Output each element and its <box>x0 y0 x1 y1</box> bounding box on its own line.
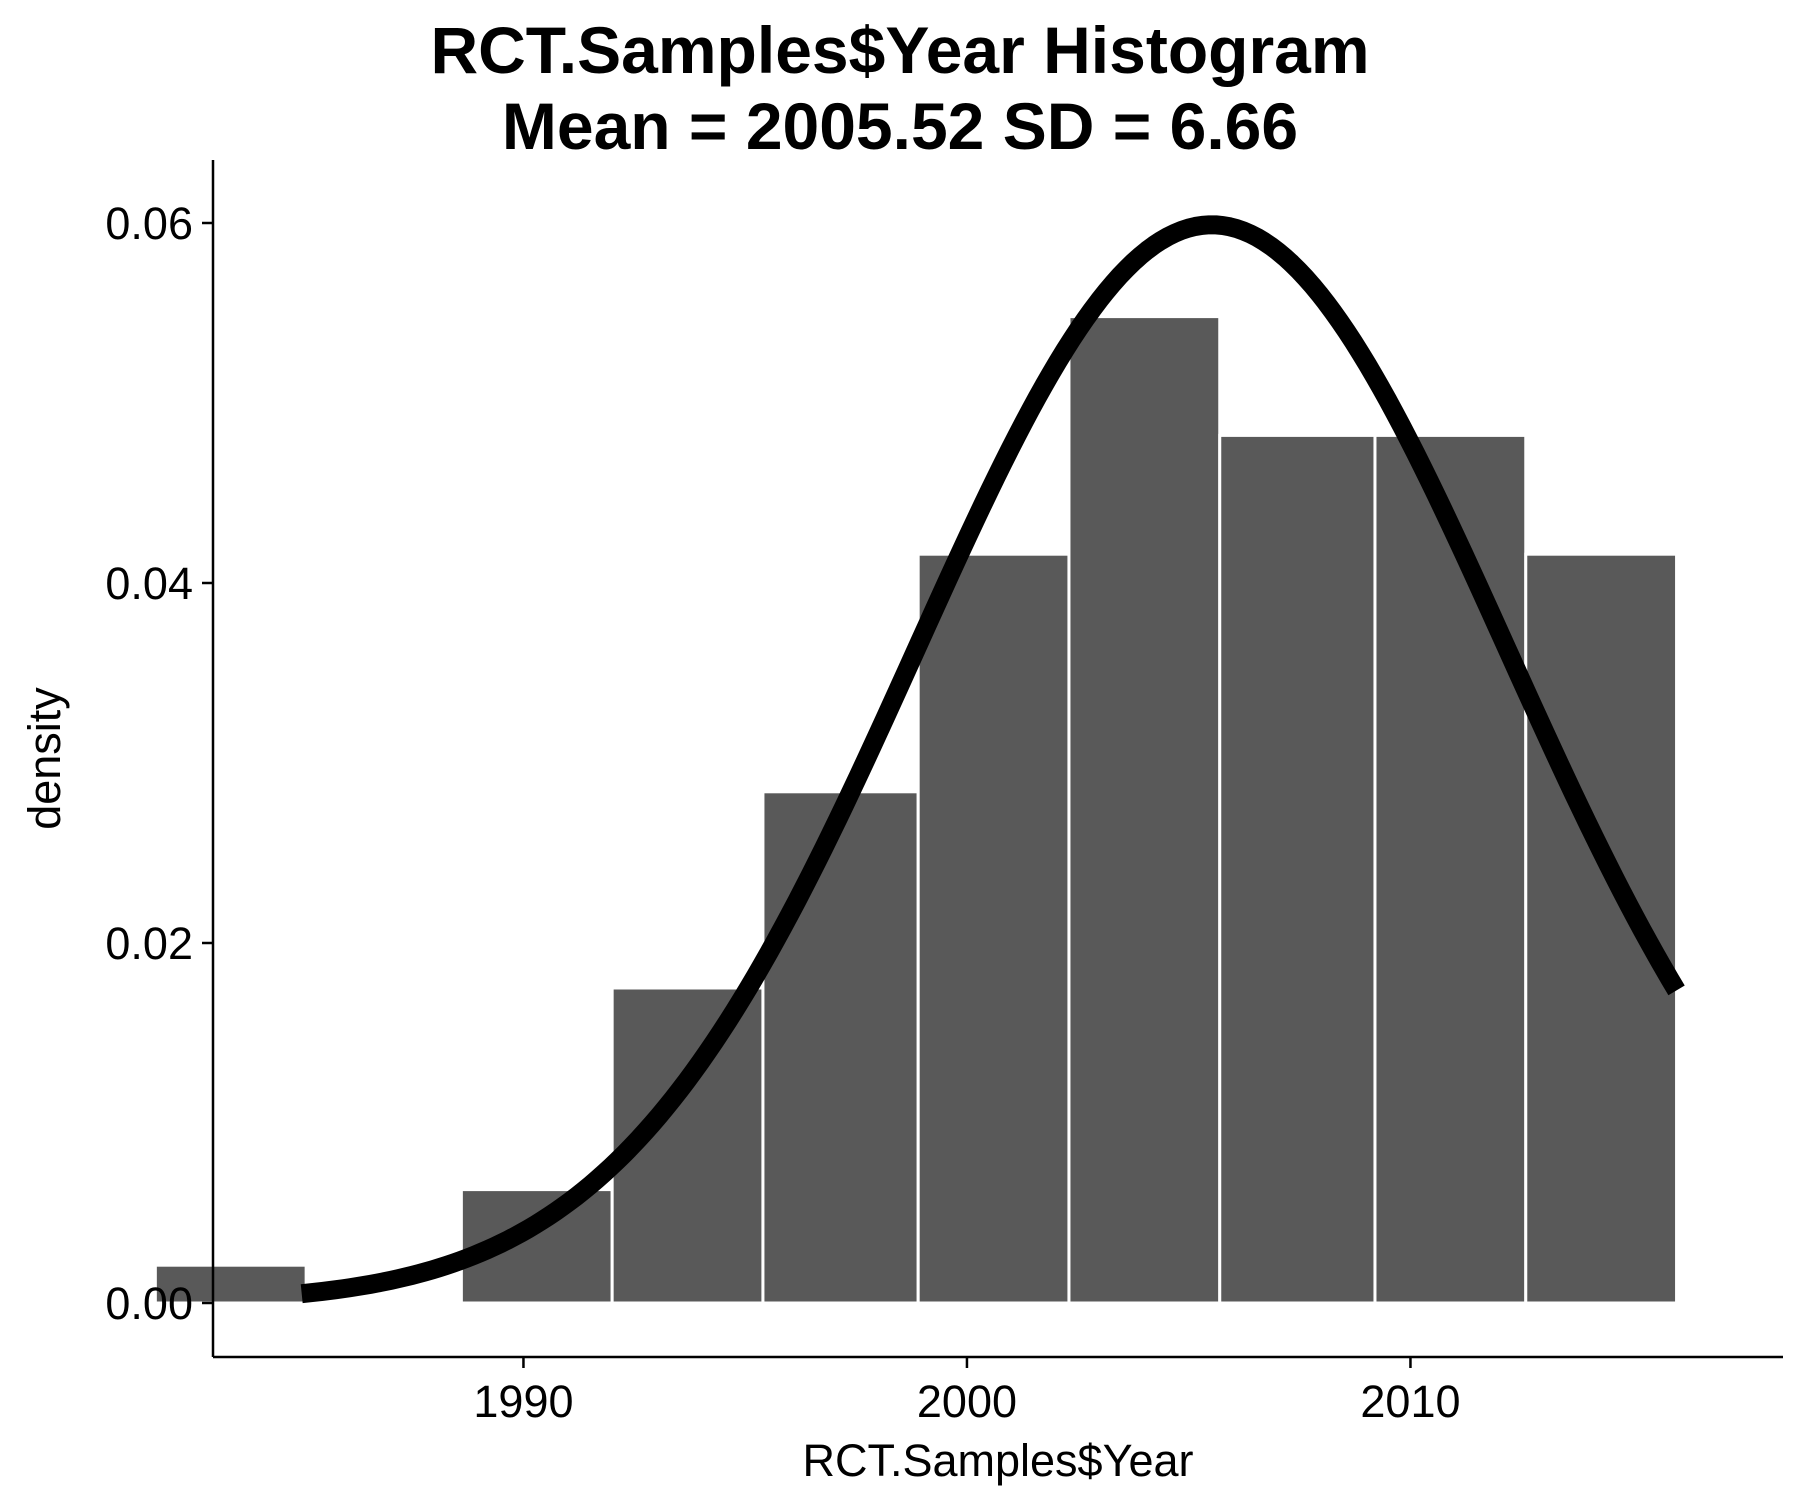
y-tick-label: 0.02 <box>105 918 193 969</box>
chart-title: RCT.Samples$Year Histogram <box>430 13 1370 87</box>
histogram-bar <box>1373 433 1528 1305</box>
histogram-bar <box>1524 552 1679 1305</box>
x-tick-label: 1990 <box>473 1376 573 1427</box>
histogram-bar <box>1067 315 1222 1305</box>
y-tick-label: 0.00 <box>105 1278 193 1329</box>
histogram-bar <box>916 552 1071 1305</box>
x-tick-label: 2010 <box>1360 1376 1460 1427</box>
chart-title-block: RCT.Samples$Year Histogram Mean = 2005.5… <box>0 12 1800 164</box>
normal-density-curve <box>299 215 1685 1304</box>
histogram-bars <box>153 315 1679 1305</box>
y-axis-title: density <box>19 687 70 830</box>
histogram-bar <box>761 790 920 1305</box>
y-tick-label: 0.04 <box>105 558 193 609</box>
histogram-bar <box>1218 433 1377 1305</box>
x-axis-title: RCT.Samples$Year <box>802 1435 1193 1486</box>
y-tick-label: 0.06 <box>105 198 193 249</box>
chart-subtitle: Mean = 2005.52 SD = 6.66 <box>501 89 1299 163</box>
x-axis-ticks: 1990 2000 2010 <box>473 1357 1461 1427</box>
y-axis-ticks: 0.00 0.02 0.04 0.06 <box>105 198 213 1329</box>
histogram-bar <box>153 1263 308 1305</box>
x-tick-label: 2000 <box>917 1376 1017 1427</box>
